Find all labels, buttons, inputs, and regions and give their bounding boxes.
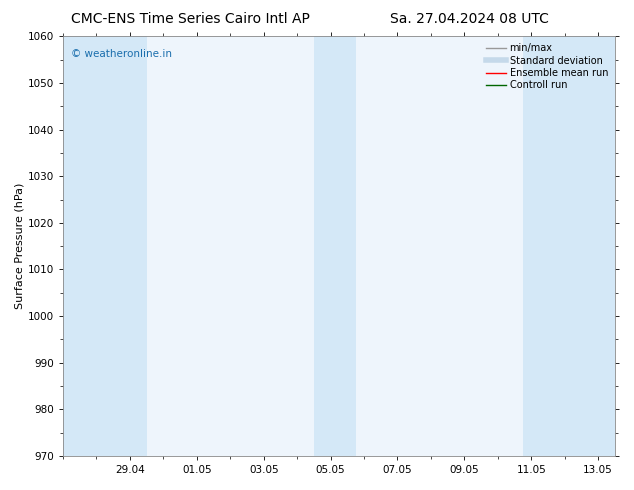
Text: Sa. 27.04.2024 08 UTC: Sa. 27.04.2024 08 UTC (390, 12, 548, 26)
Text: © weatheronline.in: © weatheronline.in (72, 49, 172, 59)
Legend: min/max, Standard deviation, Ensemble mean run, Controll run: min/max, Standard deviation, Ensemble me… (484, 41, 610, 92)
Y-axis label: Surface Pressure (hPa): Surface Pressure (hPa) (15, 183, 25, 309)
Text: CMC-ENS Time Series Cairo Intl AP: CMC-ENS Time Series Cairo Intl AP (71, 12, 309, 26)
Bar (63, 36, 146, 456)
Bar (314, 36, 356, 456)
Bar (523, 36, 615, 456)
